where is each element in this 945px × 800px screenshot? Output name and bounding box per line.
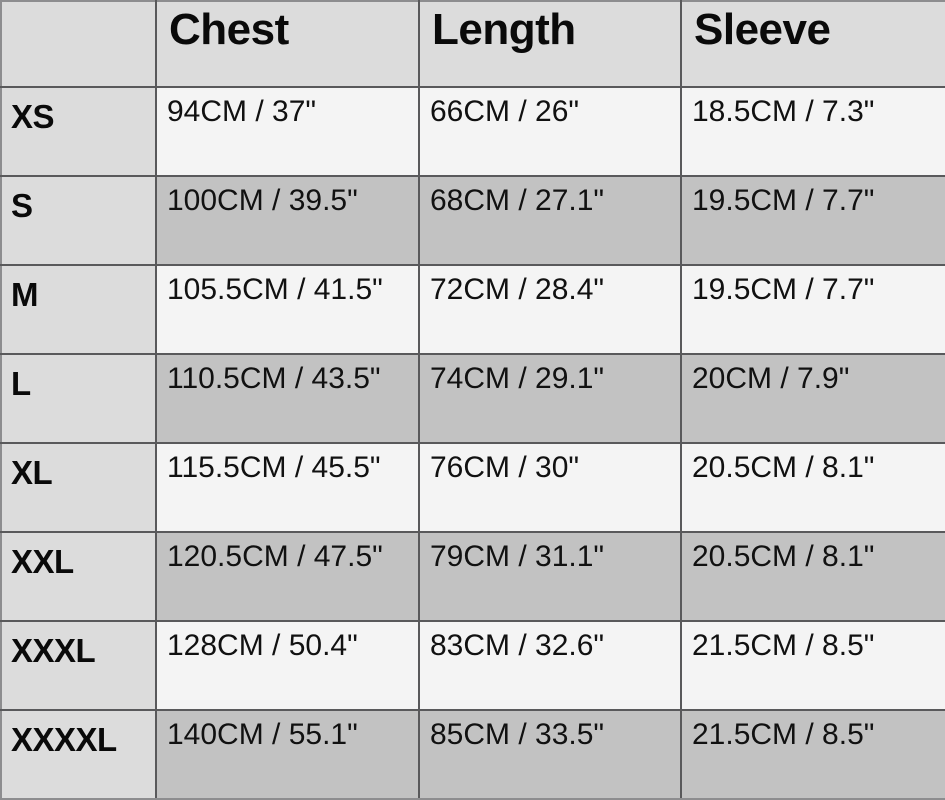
table-body: XS 94CM / 37" 66CM / 26" 18.5CM / 7.3" S 100C… <box>0 86 945 800</box>
length-value: 83CM / 32.6" <box>418 620 682 711</box>
table-row: S 100CM / 39.5" 68CM / 27.1" 19.5CM / 7.7" <box>0 175 945 266</box>
size-label-l: L <box>0 353 157 444</box>
size-label-xxl: XXL <box>0 531 157 622</box>
sleeve-value: 20.5CM / 8.1" <box>680 442 945 533</box>
length-value: 79CM / 31.1" <box>418 531 682 622</box>
table-row: L 110.5CM / 43.5" 74CM / 29.1" 20CM / 7.9" <box>0 353 945 444</box>
column-header-sleeve: Sleeve <box>680 0 945 88</box>
size-label-xl: XL <box>0 442 157 533</box>
chest-value: 110.5CM / 43.5" <box>155 353 420 444</box>
chest-value: 100CM / 39.5" <box>155 175 420 266</box>
sleeve-value: 19.5CM / 7.7" <box>680 264 945 355</box>
table-row: XL 115.5CM / 45.5" 76CM / 30" 20.5CM / 8.1" <box>0 442 945 533</box>
table-row: M 105.5CM / 41.5" 72CM / 28.4" 19.5CM / 7.7… <box>0 264 945 355</box>
size-label-m: M <box>0 264 157 355</box>
sleeve-value: 18.5CM / 7.3" <box>680 86 945 177</box>
chest-value: 140CM / 55.1" <box>155 709 420 800</box>
size-label-xxxxl: XXXXL <box>0 709 157 800</box>
length-value: 72CM / 28.4" <box>418 264 682 355</box>
table-row: XXXL 128CM / 50.4" 83CM / 32.6" 21.5CM / 8.… <box>0 620 945 711</box>
length-value: 66CM / 26" <box>418 86 682 177</box>
size-label-s: S <box>0 175 157 266</box>
sleeve-value: 20CM / 7.9" <box>680 353 945 444</box>
size-label-xs: XS <box>0 86 157 177</box>
chest-value: 105.5CM / 41.5" <box>155 264 420 355</box>
column-header-length: Length <box>418 0 682 88</box>
length-value: 68CM / 27.1" <box>418 175 682 266</box>
length-value: 85CM / 33.5" <box>418 709 682 800</box>
sleeve-value: 19.5CM / 7.7" <box>680 175 945 266</box>
length-value: 76CM / 30" <box>418 442 682 533</box>
table-row: XXXXL 140CM / 55.1" 85CM / 33.5" 21.5CM / 8… <box>0 709 945 800</box>
sleeve-value: 20.5CM / 8.1" <box>680 531 945 622</box>
table-row: XXL 120.5CM / 47.5" 79CM / 31.1" 20.5CM / 8… <box>0 531 945 622</box>
chest-value: 115.5CM / 45.5" <box>155 442 420 533</box>
chest-value: 120.5CM / 47.5" <box>155 531 420 622</box>
chest-value: 128CM / 50.4" <box>155 620 420 711</box>
sleeve-value: 21.5CM / 8.5" <box>680 620 945 711</box>
column-header-chest: Chest <box>155 0 420 88</box>
chest-value: 94CM / 37" <box>155 86 420 177</box>
sleeve-value: 21.5CM / 8.5" <box>680 709 945 800</box>
corner-cell <box>0 0 157 88</box>
size-label-xxxl: XXXL <box>0 620 157 711</box>
table-header: Chest Length Sleeve <box>0 0 945 88</box>
length-value: 74CM / 29.1" <box>418 353 682 444</box>
header-row: Chest Length Sleeve <box>0 0 945 88</box>
table-row: XS 94CM / 37" 66CM / 26" 18.5CM / 7.3" <box>0 86 945 177</box>
